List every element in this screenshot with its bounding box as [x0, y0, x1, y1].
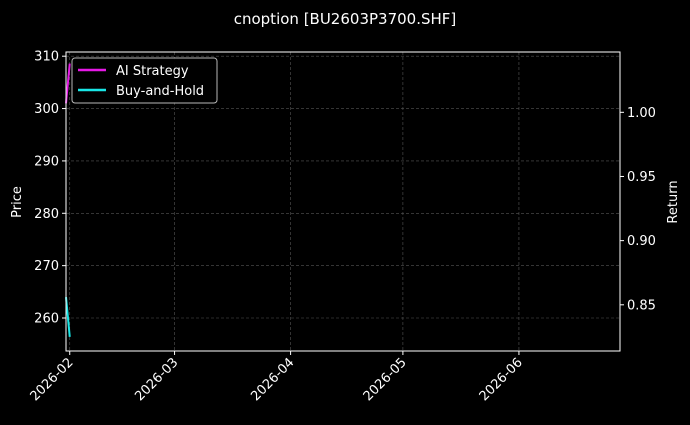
chart-title: cnoption [BU2603P3700.SHF] [234, 10, 457, 28]
series-line-buy-and-hold [65, 297, 71, 337]
x-tick-label: 2026-06 [477, 355, 526, 404]
plot-frame [65, 51, 621, 352]
y-tick-label-right: 0.85 [627, 298, 656, 313]
series-line-ai-strategy [65, 63, 71, 104]
y-tick-label-left: 300 [34, 102, 59, 117]
legend-box [71, 57, 218, 104]
legend-label-ai-strategy: AI Strategy [116, 64, 189, 79]
x-tick-label: 2026-03 [132, 355, 181, 404]
y-tick-label-left: 280 [34, 207, 59, 222]
x-tick-label: 2026-02 [28, 355, 77, 404]
legend: AI Strategy Buy-and-Hold [71, 57, 218, 104]
y-axis-right: 0.85 0.90 0.95 1.00 [620, 106, 656, 313]
y-axis-left: 260 270 280 290 300 310 [34, 50, 66, 327]
grid [66, 52, 620, 351]
legend-label-buy-and-hold: Buy-and-Hold [116, 84, 204, 99]
y-axis-left-label: Price [10, 186, 25, 218]
y-tick-label-left: 310 [34, 50, 59, 65]
y-tick-label-left: 290 [34, 154, 59, 169]
y-tick-label-right: 0.95 [627, 170, 656, 185]
series-group [65, 63, 71, 337]
y-axis-right-label: Return [666, 180, 681, 223]
y-tick-label-right: 0.90 [627, 234, 656, 249]
x-axis: 2026-02 2026-03 2026-04 2026-05 2026-06 [28, 351, 526, 404]
x-tick-label: 2026-04 [248, 355, 297, 404]
y-tick-label-right: 1.00 [627, 106, 656, 121]
x-tick-label: 2026-05 [361, 355, 410, 404]
y-tick-label-left: 270 [34, 259, 59, 274]
y-tick-label-left: 260 [34, 312, 59, 327]
